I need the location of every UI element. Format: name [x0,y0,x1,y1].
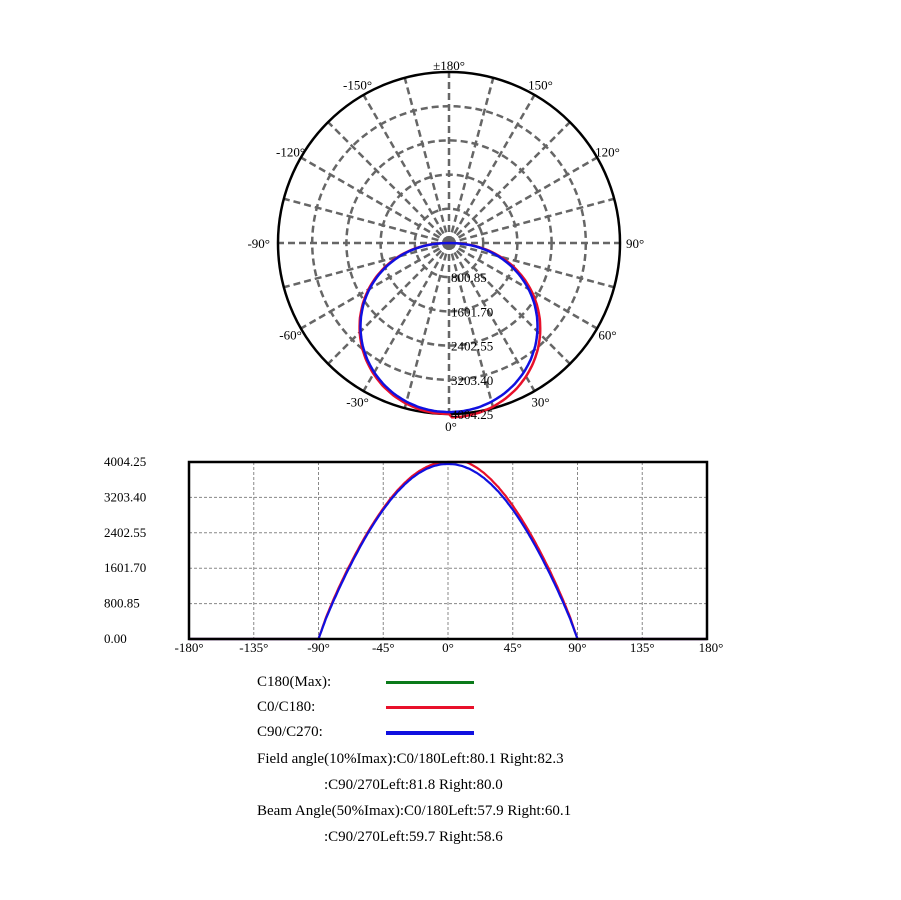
polar-spoke [447,242,495,409]
y-tick-label: 2402.55 [104,525,146,540]
polar-radial-label: 3203.40 [451,373,493,388]
beam-angle-line-2: :C90/270Left:59.7 Right:58.6 [324,829,503,845]
polar-angle-label: -30° [346,394,369,409]
x-tick-label: 90° [568,640,586,655]
legend-c90-c270-swatch [386,731,474,735]
y-tick-label: 800.85 [104,596,140,611]
x-tick-label: -180° [174,640,203,655]
y-tick-label: 3203.40 [104,489,146,504]
polar-spoke [448,156,598,245]
polar-radial-label: 2402.55 [451,339,493,354]
polar-curve-c90_c270 [359,241,539,414]
legend-c180-max-label: C180(Max): [257,674,332,690]
polar-angle-label: -150° [343,78,372,93]
x-tick-label: 180° [699,640,724,655]
plot-frame [187,460,709,641]
polar-spoke [447,242,536,392]
x-tick-label: 135° [630,640,655,655]
polar-angle-label: -120° [276,145,305,160]
polar-spoke [362,94,451,244]
polar-angle-label: 60° [598,328,616,343]
field-angle-line-1: Field angle(10%Imax):C0/180Left:80.1 Rig… [257,751,564,767]
polar-spoke [448,121,571,244]
y-tick-label: 0.00 [104,631,127,646]
legend-c90-c270-label: C90/C270: [257,724,323,740]
polar-angle-label: -60° [279,328,302,343]
polar-radial-label: 1601.70 [451,304,493,319]
polar-spoke [448,241,615,289]
polar-radial-label: 800.85 [451,270,487,285]
polar-angle-label: -90° [247,236,270,251]
polar-spoke [448,241,598,330]
polar-angle-label: ±180° [433,58,465,73]
polar-spoke [448,197,615,245]
polar-spoke [448,242,571,365]
polar-spoke [403,242,451,409]
polar-angle-label: 120° [595,145,620,160]
x-tick-label: 45° [504,640,522,655]
polar-spoke [283,241,450,289]
polar-chart: 800.85 1601.70 2402.55 3203.40 4004.25 ±180° 1… [247,58,644,434]
x-tick-label: -135° [239,640,268,655]
polar-angle-label: 30° [531,394,549,409]
polar-spoke [447,94,536,244]
polar-spoke [283,197,450,245]
polar-angle-label: 150° [528,78,553,93]
polar-spoke [300,241,450,330]
beam-angle-line-1: Beam Angle(50%Imax):C0/180Left:57.9 Righ… [257,803,572,819]
polar-angle-label: 90° [626,236,644,251]
polar-spoke [327,242,450,365]
legend-c180-max-swatch [386,681,474,684]
polar-spoke [403,77,451,244]
x-tick-label: -90° [307,640,330,655]
polar-angle-label: 0° [445,419,457,434]
y-tick-label: 1601.70 [104,560,146,575]
x-tick-label: 0° [442,640,454,655]
y-tick-label: 4004.25 [104,454,146,469]
polar-spoke [447,77,495,244]
legend-c0-c180-swatch [386,706,474,709]
x-tick-label: -45° [372,640,395,655]
legend-c0-c180-label: C0/C180: [257,699,316,715]
polar-radial-label: 4004.25 [451,407,493,422]
field-angle-line-2: :C90/270Left:81.8 Right:80.0 [324,777,503,793]
polar-spoke [300,156,450,245]
polar-spoke [327,121,450,244]
polar-spoke [362,242,451,392]
